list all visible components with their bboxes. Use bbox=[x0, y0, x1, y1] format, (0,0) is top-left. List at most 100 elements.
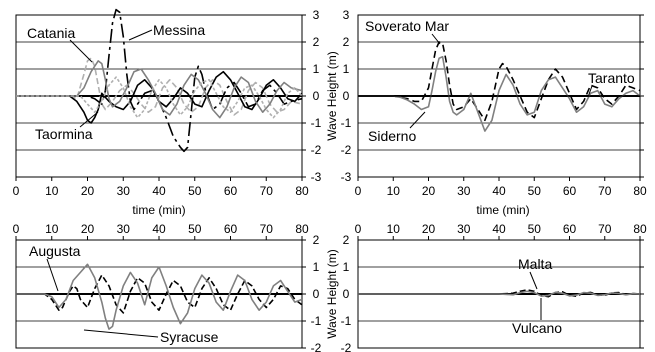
x-tick-label: 0 bbox=[13, 222, 20, 236]
y-tick-label: 0 bbox=[313, 287, 320, 301]
y-tick-label: 2 bbox=[313, 35, 320, 49]
annotation-messina: Messina bbox=[153, 22, 205, 38]
x-tick-label: 30 bbox=[117, 222, 131, 236]
annotation-leader-augusta bbox=[46, 258, 59, 292]
y-tick-labels: 2 1 0 -1 -2 bbox=[302, 233, 322, 352]
annotation-leader-catania bbox=[69, 39, 93, 63]
x-tick-labels: 0 10 20 30 40 50 60 70 80 bbox=[13, 222, 309, 240]
y-tick-label: -3 bbox=[311, 170, 322, 184]
y-axis-label: Wave Height (m) bbox=[325, 249, 339, 339]
series-line-taormina bbox=[16, 70, 303, 124]
series-line-messina bbox=[16, 8, 303, 153]
y-tick-label: 2 bbox=[343, 35, 350, 49]
y-tick-label: -2 bbox=[341, 143, 352, 157]
x-tick-label: 80 bbox=[633, 184, 647, 198]
x-tick-label: 40 bbox=[152, 222, 166, 236]
grid-lines bbox=[358, 266, 640, 322]
y-tick-label: -1 bbox=[341, 116, 352, 130]
annotation-taormina: Taormina bbox=[35, 126, 93, 142]
x-tick-label: 20 bbox=[81, 184, 95, 198]
grid-lines bbox=[16, 41, 302, 151]
x-tick-label: 70 bbox=[598, 222, 612, 236]
x-tick-label: 30 bbox=[457, 184, 471, 198]
x-tick-label: 40 bbox=[152, 184, 166, 198]
series-group bbox=[358, 41, 641, 132]
y-tick-label: 0 bbox=[343, 287, 350, 301]
annotation-soverato-mar: Soverato Mar bbox=[365, 18, 449, 34]
x-tick-label: 80 bbox=[295, 184, 309, 198]
series-line-soverato-mar bbox=[358, 41, 641, 122]
y-tick-label: 1 bbox=[343, 62, 350, 76]
y-tick-label: -1 bbox=[311, 116, 322, 130]
annotation-leader-soverato-mar bbox=[431, 33, 441, 45]
x-tick-label: 40 bbox=[492, 222, 506, 236]
x-tick-label: 0 bbox=[355, 184, 362, 198]
y-tick-label: 3 bbox=[343, 8, 350, 22]
x-tick-labels: 0 10 20 30 40 50 60 70 80 bbox=[355, 222, 647, 240]
annotation-leader-siderno bbox=[409, 111, 426, 129]
y-tick-label: 1 bbox=[343, 260, 350, 274]
series-line-unlabeled-3 bbox=[16, 60, 303, 119]
x-axis-label: time (min) bbox=[476, 203, 529, 217]
x-tick-label: 10 bbox=[387, 222, 401, 236]
x-tick-label: 60 bbox=[224, 222, 238, 236]
panel-bottom-left: 0 10 20 30 40 50 60 70 80 210-1-2 Augusta Syracu… bbox=[13, 222, 322, 352]
series-line-unlabeled-4 bbox=[16, 76, 303, 119]
x-tick-label: 0 bbox=[355, 222, 362, 236]
series-group bbox=[16, 263, 303, 330]
y-tick-label: 0 bbox=[343, 89, 350, 103]
y-tick-label: 1 bbox=[313, 260, 320, 274]
annotation-malta: Malta bbox=[518, 256, 552, 272]
series-line-siderno bbox=[358, 55, 641, 132]
x-tick-labels: 0 10 20 30 40 50 60 70 80 bbox=[355, 177, 647, 198]
x-tick-label: 60 bbox=[224, 184, 238, 198]
y-tick-label: -2 bbox=[311, 143, 322, 157]
x-tick-label: 50 bbox=[188, 184, 202, 198]
x-tick-label: 10 bbox=[45, 222, 59, 236]
annotation-leader-taormina bbox=[79, 111, 99, 128]
x-tick-label: 20 bbox=[422, 222, 436, 236]
x-tick-label: 70 bbox=[260, 222, 274, 236]
y-tick-label: 3 bbox=[313, 8, 320, 22]
x-tick-label: 10 bbox=[387, 184, 401, 198]
annotation-augusta: Augusta bbox=[29, 243, 81, 259]
x-tick-label: 70 bbox=[260, 184, 274, 198]
y-tick-label: -2 bbox=[341, 341, 352, 352]
x-tick-labels: 0 10 20 30 40 50 60 70 80 bbox=[13, 177, 309, 198]
x-tick-label: 0 bbox=[13, 184, 20, 198]
y-axis-label: Wave Height (m) bbox=[325, 51, 339, 141]
x-axis-label: time (min) bbox=[132, 203, 185, 217]
x-tick-label: 20 bbox=[81, 222, 95, 236]
annotation-leader-syracuse bbox=[83, 329, 159, 338]
y-tick-labels: 3 2 1 0 -1 -2 -3 bbox=[341, 8, 644, 184]
x-tick-label: 50 bbox=[528, 184, 542, 198]
x-tick-label: 60 bbox=[563, 222, 577, 236]
y-tick-label: 2 bbox=[313, 233, 320, 247]
y-tick-label: -1 bbox=[311, 314, 322, 328]
x-tick-label: 60 bbox=[563, 184, 577, 198]
annotation-leader-messina bbox=[128, 29, 153, 41]
x-tick-label: 30 bbox=[117, 184, 131, 198]
y-tick-label: 2 bbox=[343, 233, 350, 247]
y-tick-label: -1 bbox=[341, 314, 352, 328]
annotation-siderno: Siderno bbox=[368, 128, 416, 144]
x-tick-label: 30 bbox=[457, 222, 471, 236]
series-line-augusta bbox=[16, 274, 303, 314]
x-tick-label: 40 bbox=[492, 184, 506, 198]
annotation-leader-malta bbox=[529, 271, 538, 290]
x-tick-label: 70 bbox=[598, 184, 612, 198]
y-tick-labels: 2 1 0 -1 -2 bbox=[341, 233, 644, 352]
series-line-vulcano bbox=[358, 290, 641, 298]
annotation-vulcano: Vulcano bbox=[512, 320, 562, 336]
annotation-catania: Catania bbox=[27, 25, 75, 41]
y-tick-label: 1 bbox=[313, 62, 320, 76]
annotation-taranto: Taranto bbox=[588, 70, 635, 86]
annotation-syracuse: Syracuse bbox=[160, 329, 219, 345]
series-group bbox=[358, 289, 641, 298]
y-tick-label: 0 bbox=[313, 89, 320, 103]
x-tick-label: 10 bbox=[45, 184, 59, 198]
x-tick-label: 50 bbox=[188, 222, 202, 236]
